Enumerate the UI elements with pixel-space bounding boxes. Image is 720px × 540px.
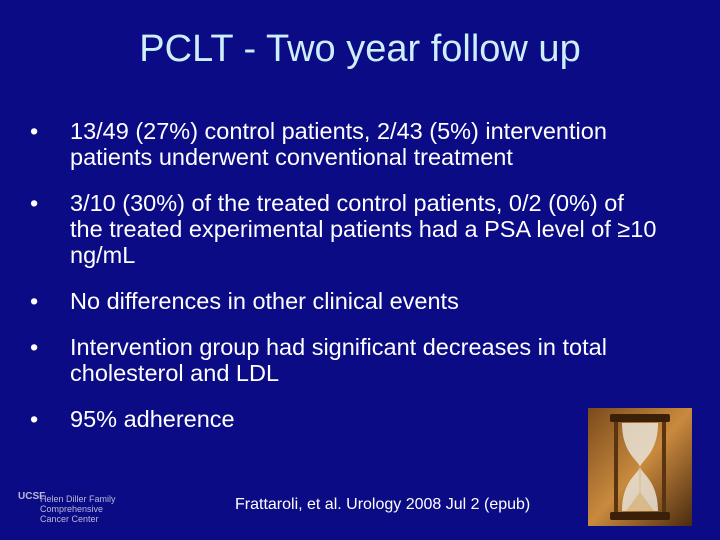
logo-line: Comprehensive <box>40 504 104 514</box>
bullet-list: 13/49 (27%) control patients, 2/43 (5%) … <box>30 118 660 452</box>
logo-line: Cancer Center <box>40 514 99 524</box>
bullet: Intervention group had significant decre… <box>30 334 660 386</box>
hourglass-image <box>588 408 692 526</box>
bullet: 95% adherence <box>30 406 660 432</box>
logo-line: Helen Diller Family <box>40 494 116 504</box>
citation: Frattaroli, et al. Urology 2008 Jul 2 (e… <box>235 496 531 513</box>
bullet: 13/49 (27%) control patients, 2/43 (5%) … <box>30 118 660 170</box>
slide-title: PCLT - Two year follow up <box>139 28 581 70</box>
logo-mark: UCSF <box>18 491 46 502</box>
bullet: No differences in other clinical events <box>30 288 660 314</box>
bullet: 3/10 (30%) of the treated control patien… <box>30 190 660 268</box>
